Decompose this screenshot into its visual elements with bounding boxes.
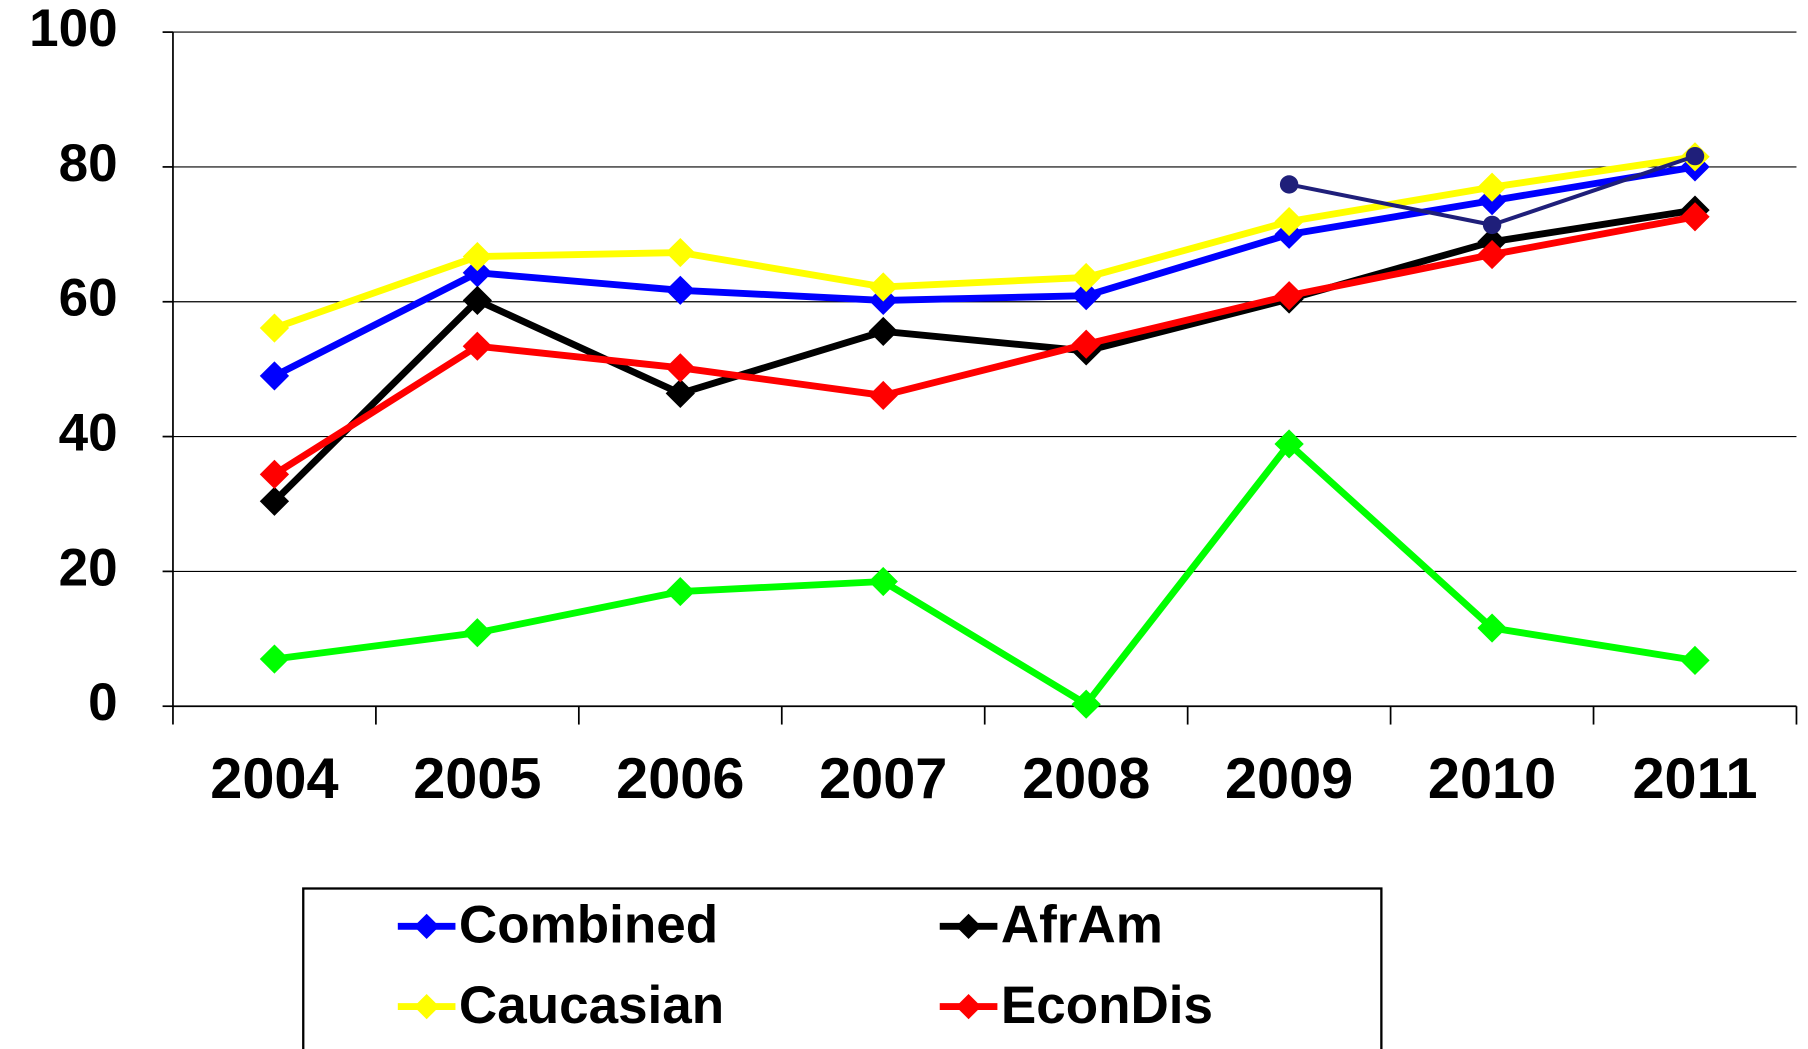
- x-tick-label: 2004: [210, 747, 338, 811]
- x-tick-label: 2006: [616, 747, 744, 811]
- point: [1477, 613, 1507, 643]
- series-line: [273, 153, 1696, 332]
- legend-label: AfrAm: [1001, 896, 1163, 955]
- legend-marker: [955, 993, 982, 1020]
- x-tick-label: 2005: [413, 747, 541, 811]
- point: [259, 313, 290, 343]
- point: [259, 644, 290, 674]
- point: [259, 459, 290, 489]
- series-line: [273, 440, 1696, 708]
- series-line: [272, 163, 1696, 379]
- point: [1482, 215, 1502, 235]
- legend-marker: [413, 913, 440, 939]
- point: [1071, 281, 1101, 311]
- point: [1071, 329, 1101, 359]
- y-tick-label: 100: [29, 0, 117, 58]
- point: [462, 331, 493, 361]
- legend-marker: [955, 913, 982, 939]
- y-tick-label: 20: [59, 538, 118, 597]
- point: [1279, 175, 1299, 194]
- point: [665, 577, 695, 607]
- point: [665, 353, 695, 383]
- series-line: [271, 206, 1696, 504]
- point: [259, 361, 290, 391]
- x-tick-label: 2010: [1428, 747, 1556, 811]
- point: [1680, 645, 1710, 675]
- legend-box: [302, 887, 1383, 1049]
- x-tick-label: 2009: [1225, 747, 1353, 811]
- legend-label: EconDis: [1001, 976, 1213, 1035]
- point: [868, 316, 898, 346]
- series-line: [272, 213, 1696, 478]
- y-tick-label: 40: [59, 404, 118, 463]
- y-tick-label: 60: [59, 269, 118, 328]
- point: [665, 378, 695, 408]
- point: [1477, 172, 1507, 202]
- y-tick-label: 0: [88, 673, 118, 732]
- x-tick-label: 2007: [819, 747, 947, 811]
- point: [462, 285, 493, 315]
- point: [665, 237, 695, 268]
- y-tick-label: 80: [59, 134, 118, 193]
- point: [1685, 146, 1705, 166]
- point: [1274, 206, 1304, 237]
- legend-label: Caucasian: [459, 976, 724, 1035]
- legend-label: Combined: [459, 896, 718, 955]
- point: [868, 566, 898, 597]
- point: [868, 380, 898, 411]
- point: [1680, 202, 1710, 232]
- point: [868, 272, 898, 302]
- point: [665, 275, 695, 305]
- x-tick-label: 2008: [1022, 747, 1150, 811]
- point: [1274, 281, 1304, 311]
- point: [1071, 262, 1101, 293]
- point: [1477, 239, 1507, 270]
- point: [259, 486, 290, 516]
- legend-marker: [413, 993, 440, 1020]
- point: [462, 618, 493, 648]
- point: [462, 242, 493, 272]
- point: [1071, 689, 1101, 719]
- x-tick-label: 2011: [1632, 747, 1757, 811]
- point: [1274, 429, 1304, 459]
